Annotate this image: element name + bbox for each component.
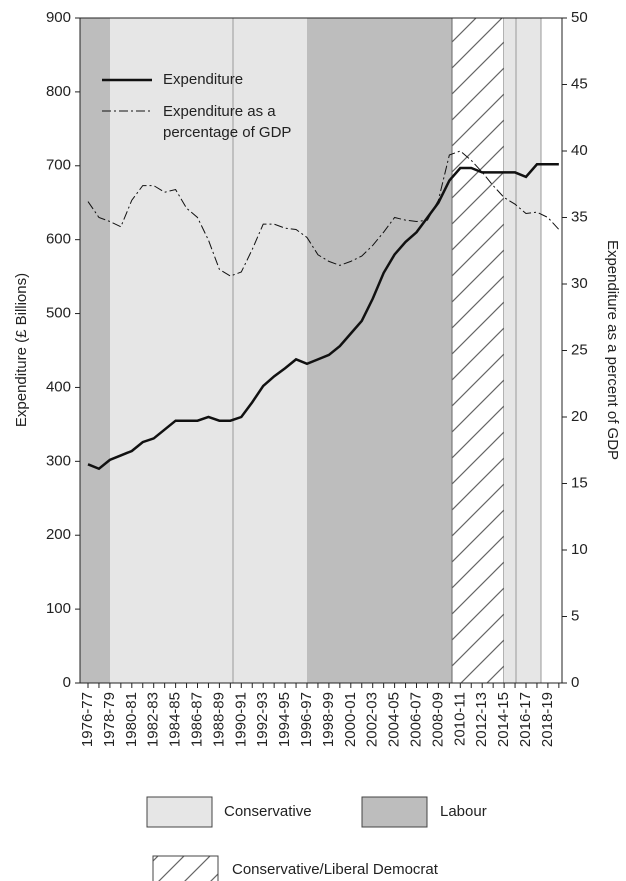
x-tick-label: 2002-03 <box>364 692 381 747</box>
x-tick-label: 2010-11 <box>451 692 468 746</box>
y2-tick-label: 0 <box>571 674 579 691</box>
x-tick-label: 2004-05 <box>386 692 403 747</box>
series-line <box>87 163 559 471</box>
y2-tick-label: 20 <box>571 408 588 425</box>
legend-label: Expenditure <box>163 71 243 88</box>
x-tick-label: 1978-79 <box>101 692 118 747</box>
x-tick-label: 2012-13 <box>473 692 490 747</box>
y2-tick-label: 15 <box>571 474 588 491</box>
labour-period <box>307 18 452 683</box>
y-tick-label: 400 <box>46 378 71 395</box>
y-tick-label: 900 <box>46 9 71 26</box>
legend-box <box>361 796 428 828</box>
y2-tick-label: 10 <box>571 541 588 558</box>
y2-tick-label: 40 <box>571 142 588 159</box>
y-axis-title: Expenditure (£ Billions) <box>13 273 30 427</box>
government-periods <box>80 17 542 684</box>
y-tick-label: 800 <box>46 83 71 100</box>
x-tick-label: 1992-93 <box>254 692 271 747</box>
x-tick-label: 1986-87 <box>188 692 205 747</box>
x-tick-label: 1982-83 <box>145 692 162 747</box>
legend-label: Conservative/Liberal Democrat <box>232 861 439 878</box>
series-line <box>87 150 560 277</box>
y2-tick-label: 50 <box>571 9 588 26</box>
coalition-period <box>451 17 505 684</box>
x-tick-label: 1984-85 <box>167 692 184 747</box>
y-tick-label: 500 <box>46 305 71 322</box>
y-tick-label: 300 <box>46 452 71 469</box>
y2-axis-title: Expenditure as a percent of GDP <box>604 240 621 460</box>
x-tick-label: 1998-99 <box>320 692 337 747</box>
x-tick-label: 2000-01 <box>342 692 359 747</box>
y2-tick-label: 45 <box>571 75 588 92</box>
x-tick-label: 2016-17 <box>517 692 534 747</box>
y2-tick-label: 5 <box>571 607 579 624</box>
y-tick-label: 600 <box>46 231 71 248</box>
y2-tick-label: 25 <box>571 341 588 358</box>
labour-period <box>80 18 110 683</box>
x-tick-label: 1996-97 <box>298 692 315 747</box>
y2-tick-label: 35 <box>571 208 588 225</box>
x-tick-label: 2006-07 <box>407 692 424 747</box>
x-tick-label: 1994-95 <box>276 692 293 747</box>
y2-tick-label: 30 <box>571 275 588 292</box>
x-tick-label: 2018-19 <box>539 692 556 747</box>
x-tick-label: 1976-77 <box>79 692 96 747</box>
conservative-period <box>110 18 307 683</box>
legend-label: Conservative <box>224 803 312 820</box>
legend-label: Labour <box>440 803 487 820</box>
x-tick-label: 1980-81 <box>123 692 140 747</box>
y-tick-label: 700 <box>46 157 71 174</box>
y-tick-label: 100 <box>46 600 71 617</box>
legend-box <box>146 796 213 828</box>
y-tick-label: 0 <box>63 674 71 691</box>
x-tick-label: 1988-89 <box>210 692 227 747</box>
x-tick-label: 1990-91 <box>232 692 249 747</box>
x-tick-label: 2014-15 <box>495 692 512 747</box>
x-tick-label: 2008-09 <box>429 692 446 747</box>
legend-box <box>152 855 219 881</box>
conservative-period <box>504 18 541 683</box>
y-tick-label: 200 <box>46 526 71 543</box>
legend-label: Expenditure as a percentage of GDP <box>163 103 292 141</box>
